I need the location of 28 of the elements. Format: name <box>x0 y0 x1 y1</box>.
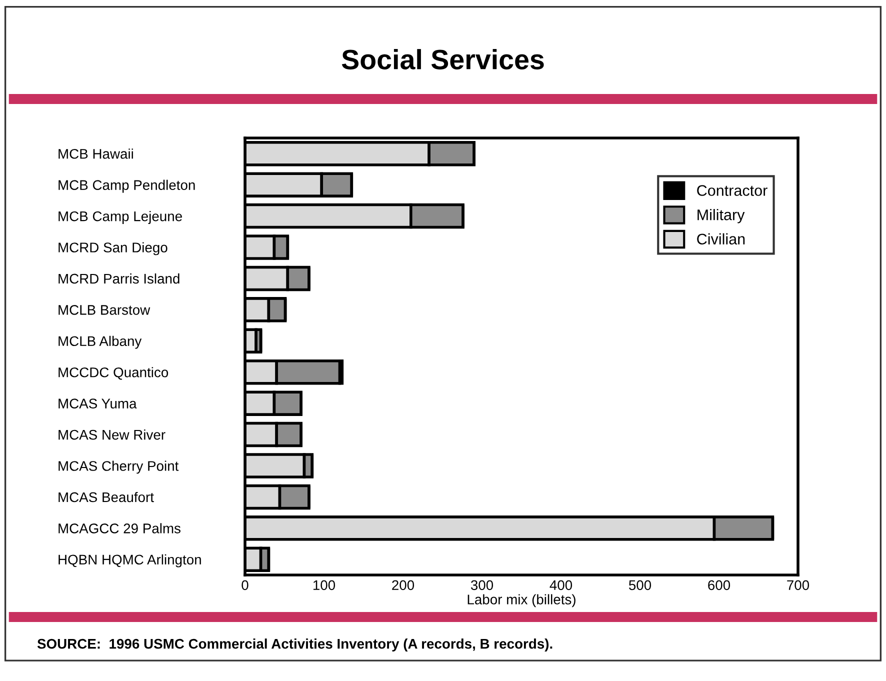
y-tick-label: MCAGCC 29 Palms <box>58 523 180 534</box>
x-tick-label: 400 <box>550 580 572 590</box>
x-tick-label: 300 <box>470 580 494 590</box>
legend-label: Contractor <box>697 185 768 196</box>
legend-label: Civilian <box>697 233 745 245</box>
y-tick-label: MCRD Parris Island <box>58 273 180 284</box>
y-tick-label: MCB Hawaii <box>58 148 133 159</box>
y-tick-label: MCAS Cherry Point <box>58 460 179 474</box>
y-tick-label: HQBN HQMC Arlington <box>58 554 201 568</box>
y-tick-label: MCB Camp Pendleton <box>58 180 195 193</box>
chart-title: Social Services <box>342 49 544 70</box>
x-axis-title: Labor mix (billets) <box>468 594 576 608</box>
y-tick-label: MCLB Albany <box>58 336 142 349</box>
x-tick-label: 700 <box>787 580 810 590</box>
y-tick-label: MCAS New River <box>58 430 166 440</box>
x-tick-label: 600 <box>708 580 730 590</box>
y-tick-label: MCAS Beaufort <box>58 492 154 502</box>
x-tick-label: 200 <box>392 580 414 590</box>
x-tick-label: 100 <box>313 580 336 590</box>
source-note: SOURCE: 1996 USMC Commercial Activities Inventory (A records, B records). <box>37 638 552 652</box>
y-tick-label: MCRD San Diego <box>58 242 168 256</box>
y-tick-label: MCCDC Quantico <box>58 367 168 380</box>
legend-label: Military <box>698 209 745 224</box>
y-tick-label: MCAS Yuma <box>58 398 137 408</box>
y-tick-label: MCLB Barstow <box>58 305 150 315</box>
y-tick-label: MCB Camp Lejeune <box>58 211 182 224</box>
x-tick-label: 500 <box>628 580 652 590</box>
x-tick-label: 0 <box>242 580 248 590</box>
